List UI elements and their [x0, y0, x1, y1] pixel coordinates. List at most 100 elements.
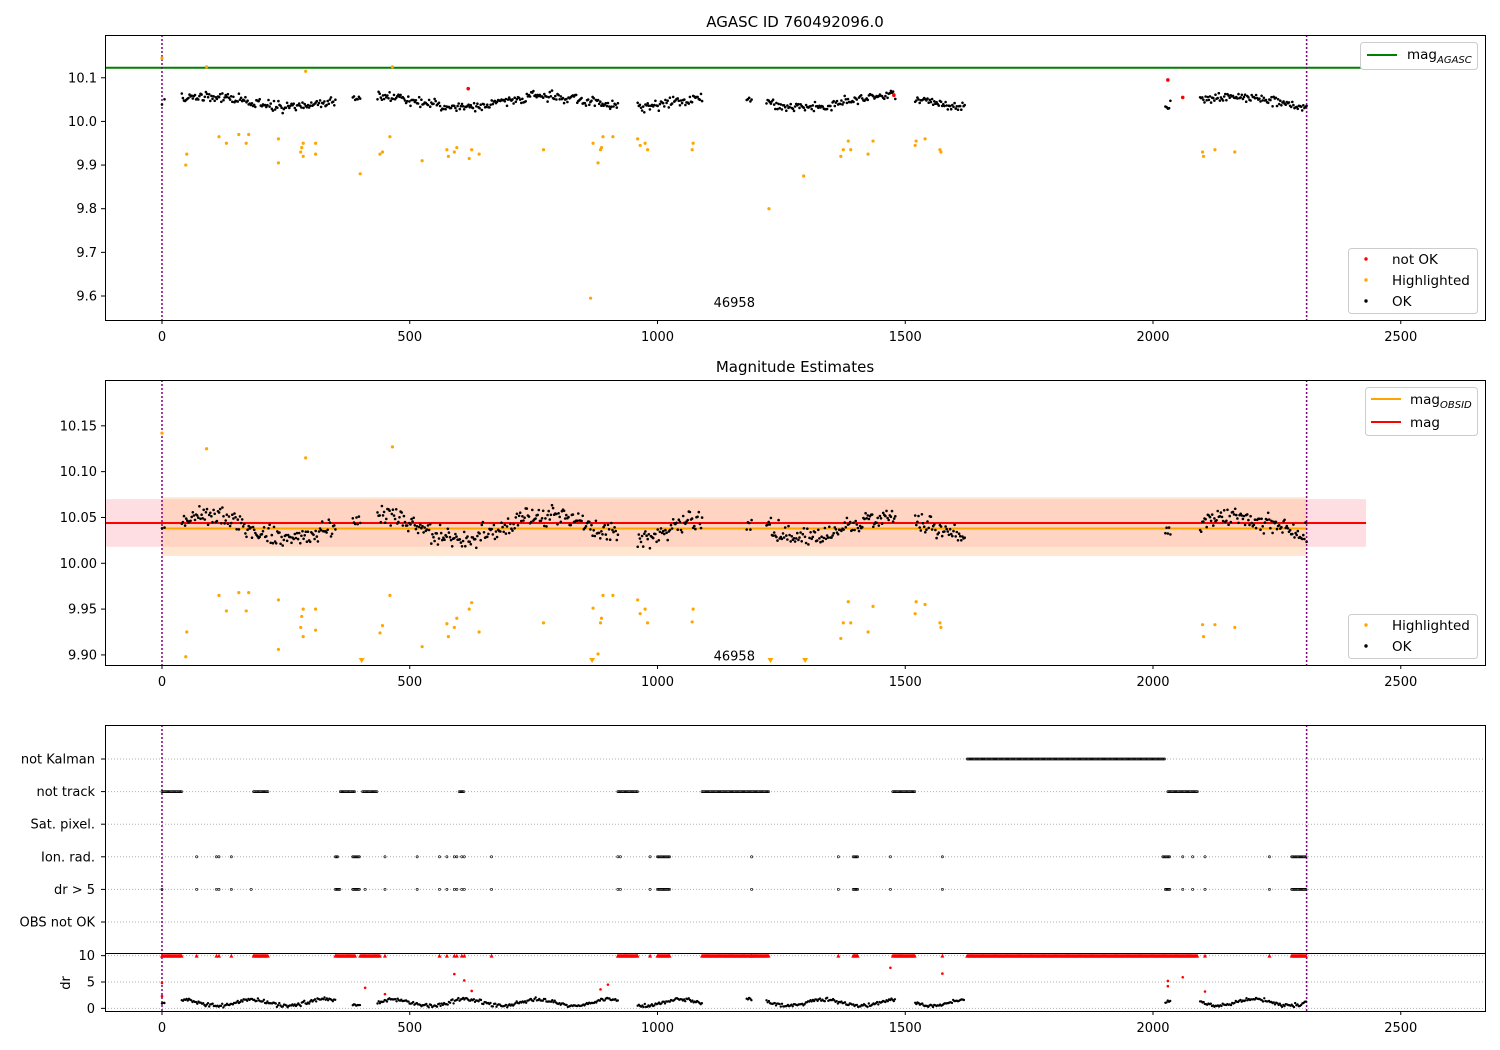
ok-point [417, 525, 421, 529]
ok-point [696, 95, 699, 99]
legend-label-not-ok: not OK [1392, 252, 1439, 268]
ok-point [517, 514, 521, 518]
ok-point [605, 104, 609, 108]
ok-point [824, 537, 828, 541]
dr-point [525, 1001, 528, 1004]
ok-point [319, 105, 323, 109]
ok-point [504, 97, 508, 101]
ok-point [220, 100, 223, 104]
panel-3-flag-points [160, 757, 1308, 891]
dr-clipped-marker [912, 953, 917, 958]
ok-point [955, 530, 959, 534]
ok-point [1243, 523, 1247, 527]
ok-point [641, 105, 645, 108]
x-tick-label: 2500 [1384, 1021, 1417, 1036]
highlighted-point [477, 630, 481, 634]
ok-point [645, 104, 648, 107]
dr-point [219, 1004, 223, 1008]
ok-point [320, 520, 324, 523]
flag-point [1203, 855, 1207, 859]
dr-flagged-point [1166, 984, 1170, 988]
flag-point [336, 855, 340, 859]
ok-point [376, 98, 379, 101]
highlighted-point [301, 154, 305, 158]
ok-point [604, 533, 608, 536]
highlighted-point [301, 141, 305, 145]
ok-point [296, 537, 300, 541]
ok-point [432, 535, 435, 539]
x-tick-label: 2000 [1136, 330, 1169, 345]
ok-point [218, 507, 222, 511]
dr-clipped-marker [179, 953, 184, 958]
panel-2-y-axis: 9.90 9.95 10.00 10.05 10.10 10.15 [60, 419, 105, 663]
flag-point [490, 855, 493, 859]
ok-point [426, 103, 430, 107]
ok-point [927, 101, 930, 104]
dr-clipped-marker [749, 953, 754, 958]
ok-point [379, 520, 383, 524]
ok-point [547, 509, 550, 513]
ok-point [644, 530, 647, 533]
ok-point [836, 533, 840, 536]
ok-point [788, 533, 791, 537]
highlighted-point [300, 146, 304, 150]
highlighted-point [849, 621, 853, 625]
panel-1-status-legend: not OK Highlighted OK [1348, 248, 1478, 314]
dr-point [835, 1000, 838, 1003]
highlighted-point [914, 600, 918, 604]
dr-point [1239, 998, 1242, 1002]
ok-point [686, 518, 689, 522]
x-tick-label: 500 [397, 675, 422, 690]
ok-point [200, 93, 203, 96]
ok-point [665, 101, 668, 105]
highlighted-point [1201, 634, 1206, 639]
ok-point [466, 535, 469, 538]
ok-point [252, 103, 256, 107]
ok-point [783, 105, 787, 109]
ok-point [913, 514, 917, 517]
ok-point [867, 517, 871, 521]
dr-point [438, 1002, 441, 1005]
ok-point [431, 533, 434, 536]
ok-point [840, 529, 843, 533]
ok-point [641, 545, 645, 548]
ok-point [1221, 99, 1225, 102]
ok-point [236, 518, 240, 521]
highlighted-point [358, 172, 362, 176]
x-tick-label: 1500 [889, 330, 922, 345]
ok-point [444, 107, 447, 111]
ok-point [918, 101, 921, 105]
ok-point [604, 101, 608, 105]
ok-point [886, 516, 889, 520]
ok-point [293, 106, 297, 110]
ok-point [796, 531, 799, 535]
ok-point [204, 90, 208, 94]
ok-point [434, 99, 438, 103]
dr-point [208, 1005, 211, 1008]
ok-point [195, 514, 199, 517]
ok-point [385, 517, 388, 521]
flag-point [888, 888, 892, 891]
offscale-marker [802, 658, 809, 663]
ok-point [825, 107, 829, 111]
ok-point [1250, 521, 1253, 525]
dr-point [541, 999, 544, 1002]
panel-1-x-axis: 0 500 1000 1500 2000 2500 [158, 320, 1417, 345]
ok-point [330, 532, 334, 536]
dr-flagged-point [1181, 975, 1185, 979]
highlighted-point [420, 645, 424, 649]
y-tick-label: 9.7 [76, 246, 97, 261]
ok-point [955, 105, 959, 108]
ok-point [380, 98, 384, 101]
ok-point [327, 518, 331, 521]
highlighted-point [645, 148, 650, 152]
highlighted-point [541, 148, 546, 152]
ok-point [1203, 101, 1206, 104]
ok-point [565, 513, 568, 517]
ok-point [226, 522, 230, 525]
flag-point [767, 790, 771, 794]
ok-point [670, 102, 674, 105]
ok-point [830, 108, 833, 112]
ok-point [601, 102, 604, 106]
ok-point [681, 514, 685, 518]
